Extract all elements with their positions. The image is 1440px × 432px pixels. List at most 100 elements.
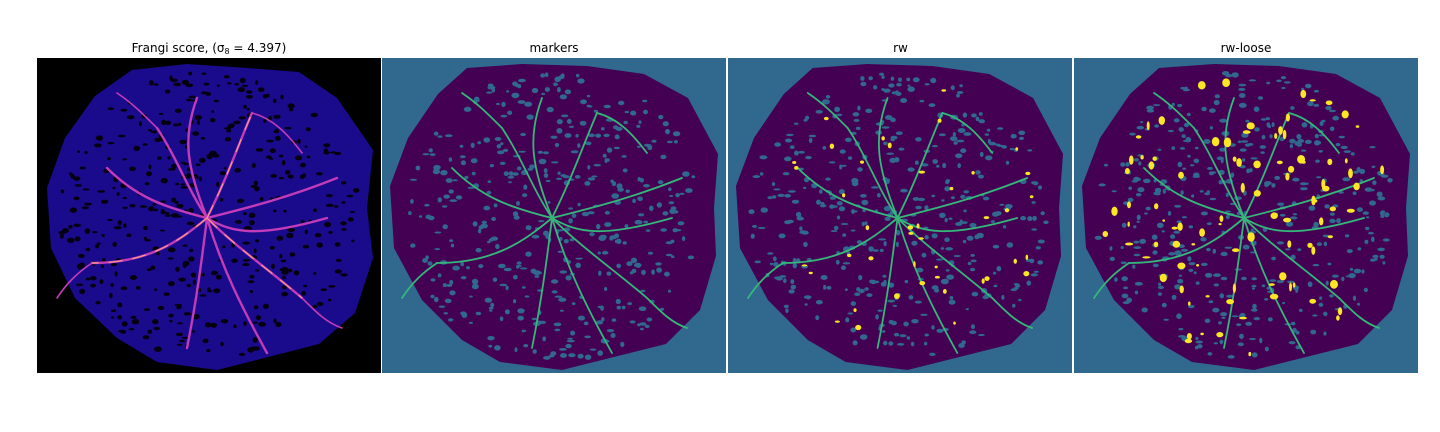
speckle <box>130 315 137 319</box>
speckle <box>1280 76 1287 80</box>
speckle <box>110 283 114 287</box>
speckle <box>1288 341 1296 345</box>
speckle <box>912 197 920 201</box>
speckle <box>537 220 545 223</box>
speckle <box>497 150 505 155</box>
speckle <box>641 269 646 275</box>
speckle <box>886 152 895 155</box>
speckle <box>1127 197 1134 203</box>
speckle <box>970 259 977 263</box>
speckle <box>1372 180 1377 185</box>
speckle <box>1364 187 1373 192</box>
speckle <box>213 99 219 103</box>
vessel <box>185 216 209 350</box>
speckle <box>1338 191 1344 194</box>
speckle <box>1178 274 1182 277</box>
frangi-title-subscript: 8 <box>224 47 230 56</box>
speckle <box>857 105 861 111</box>
speckle <box>887 299 896 303</box>
speckle <box>513 274 518 280</box>
segment-blob <box>823 116 829 121</box>
speckle <box>1204 272 1213 278</box>
segment-blob <box>1341 110 1349 119</box>
segment-blob <box>941 89 947 92</box>
speckle <box>107 107 114 111</box>
speckle <box>220 341 224 347</box>
speckle <box>952 132 956 137</box>
speckle <box>1167 129 1174 133</box>
speckle <box>460 311 467 316</box>
speckle <box>113 226 122 230</box>
speckle <box>200 137 206 140</box>
speckle <box>1245 321 1253 326</box>
speckle <box>611 318 617 322</box>
speckle <box>911 319 919 324</box>
speckle <box>501 101 506 108</box>
speckle <box>906 77 911 82</box>
speckle <box>627 302 633 306</box>
speckle <box>516 166 522 171</box>
speckle <box>158 112 164 115</box>
speckle <box>287 103 295 109</box>
speckle <box>185 98 192 102</box>
vessel <box>1143 167 1245 219</box>
speckle <box>444 134 453 138</box>
speckle <box>517 315 524 321</box>
speckle <box>520 132 526 137</box>
speckle <box>931 194 936 198</box>
speckle <box>603 133 610 138</box>
segment-blob <box>942 289 947 294</box>
vessel <box>551 112 598 219</box>
speckle <box>242 212 247 216</box>
segment-blob <box>855 324 862 331</box>
speckle <box>1239 165 1246 169</box>
speckle <box>784 138 793 143</box>
speckle <box>496 144 502 149</box>
speckle <box>950 196 955 200</box>
speckle <box>273 318 277 324</box>
speckle <box>502 148 509 152</box>
speckle <box>314 233 322 238</box>
speckle <box>621 305 626 310</box>
speckle <box>1200 211 1208 216</box>
speckle <box>920 313 928 316</box>
speckle <box>1030 273 1038 277</box>
speckle <box>1368 231 1374 235</box>
speckle <box>1188 262 1196 266</box>
speckle <box>1290 254 1296 260</box>
speckle <box>1201 106 1207 112</box>
speckle <box>639 322 647 326</box>
speckle <box>1029 258 1035 264</box>
speckle <box>617 187 624 192</box>
speckle <box>760 207 768 213</box>
speckle <box>1365 226 1370 231</box>
speckle <box>970 324 975 330</box>
speckle <box>167 156 171 160</box>
speckle <box>430 294 435 299</box>
speckle <box>638 120 642 124</box>
speckle <box>1283 81 1291 84</box>
speckle <box>101 199 109 204</box>
speckle <box>748 209 755 215</box>
speckle <box>182 244 188 247</box>
speckle <box>258 321 267 327</box>
speckle <box>488 238 494 242</box>
speckle <box>940 247 945 250</box>
speckle <box>143 308 151 311</box>
speckle <box>956 139 965 143</box>
speckle <box>265 155 272 159</box>
speckle <box>601 338 605 343</box>
speckle <box>778 233 786 239</box>
speckle <box>1125 162 1130 167</box>
speckle <box>1012 303 1016 308</box>
speckle <box>180 161 186 164</box>
speckle <box>255 148 264 152</box>
segment-blob <box>1348 168 1353 179</box>
speckle <box>546 106 554 113</box>
speckle <box>300 220 305 224</box>
speckle <box>434 231 442 234</box>
speckle <box>558 75 565 80</box>
speckle <box>255 269 260 272</box>
speckle <box>1260 118 1267 121</box>
speckle <box>1269 279 1277 282</box>
